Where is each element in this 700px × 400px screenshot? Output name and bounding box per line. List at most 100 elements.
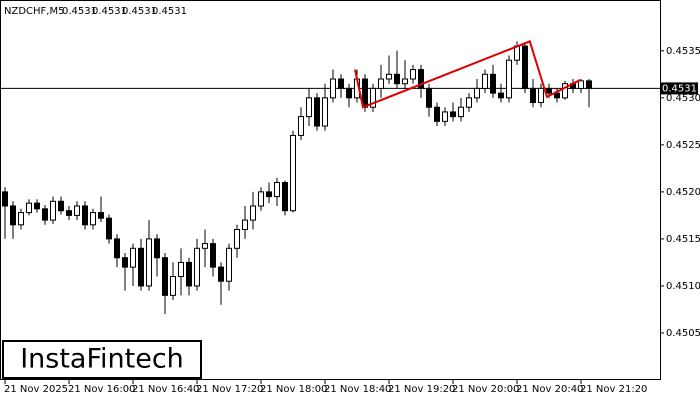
candle-body	[194, 247, 200, 287]
candle-body	[210, 243, 216, 268]
y-tick-label: 0.4510	[666, 281, 700, 292]
candle-body	[130, 247, 136, 268]
candle-body	[66, 210, 72, 216]
candle-body	[586, 80, 592, 89]
candle-body	[426, 87, 432, 108]
candle-body	[242, 219, 248, 231]
candle-body	[386, 73, 392, 80]
candle-body	[578, 80, 584, 89]
candle-body	[530, 87, 536, 104]
x-tick-label: 21 Nov 18:40	[324, 384, 391, 395]
candle-body	[450, 111, 456, 118]
candle-body	[42, 208, 48, 221]
candle-body	[122, 257, 128, 268]
candle-body	[554, 92, 560, 99]
x-tick-label: 21 Nov 16:40	[132, 384, 199, 395]
candle-body	[458, 106, 464, 118]
x-tick-label: 21 Nov 20:40	[516, 384, 583, 395]
candle-body	[482, 73, 488, 89]
x-tick-label: 21 Nov 18:00	[260, 384, 327, 395]
candle-body	[410, 69, 416, 80]
candle-body	[82, 205, 88, 226]
header-value: 0.4531	[152, 6, 187, 17]
candle-body	[274, 181, 280, 198]
candle-body	[58, 200, 64, 212]
candle-body	[2, 191, 8, 207]
candle-body	[202, 243, 208, 249]
candle-body	[306, 97, 312, 118]
candle-body	[346, 87, 352, 99]
header-value: 0.4531	[62, 6, 97, 17]
candle-body	[138, 247, 144, 287]
candle-body	[218, 266, 224, 282]
x-tick-label: 21 Nov 17:20	[196, 384, 263, 395]
header: NZDCHF,M5	[4, 6, 64, 17]
candle-body	[106, 217, 112, 240]
x-tick-label: 21 Nov 2025	[4, 384, 68, 395]
candle-body	[250, 205, 256, 221]
x-tick-label: 21 Nov 20:00	[452, 384, 519, 395]
y-tick-label: 0.4525	[666, 140, 700, 151]
y-tick-label: 0.4515	[666, 234, 700, 245]
candle-body	[330, 78, 336, 99]
candle-body	[186, 261, 192, 287]
candle-body	[314, 97, 320, 127]
candle-body	[290, 134, 296, 212]
candle-body	[90, 212, 96, 226]
candle-body	[258, 191, 264, 207]
candle-body	[170, 276, 176, 296]
y-tick-label: 0.4520	[666, 187, 700, 198]
candle-body	[442, 111, 448, 122]
candle-body	[322, 97, 328, 127]
y-tick-label: 0.4535	[666, 46, 700, 57]
y-tick-label: 0.4530	[666, 93, 700, 104]
candle-body	[34, 202, 40, 210]
candle-body	[178, 261, 184, 278]
candle-body	[538, 87, 544, 104]
candle-body	[162, 257, 168, 296]
candle-body	[234, 229, 240, 249]
candle-body	[98, 212, 104, 219]
candle-body	[10, 205, 16, 226]
candle-body	[418, 69, 424, 89]
candle-body	[562, 83, 568, 99]
candle-body	[514, 45, 520, 61]
candle-body	[466, 97, 472, 108]
plot-frame	[0, 0, 661, 380]
candle-body	[490, 73, 496, 94]
header-value: 0.4531	[122, 6, 157, 17]
price-tag	[660, 82, 698, 95]
candle-body	[114, 238, 120, 259]
x-tick-label: 21 Nov 19:20	[388, 384, 455, 395]
candle-body	[362, 78, 368, 108]
price-tag-label: 0.4531	[662, 83, 697, 94]
x-tick-label: 21 Nov 16:00	[68, 384, 135, 395]
candle-body	[26, 202, 32, 214]
candle-body	[506, 59, 512, 99]
candle-body	[18, 212, 24, 226]
header-value: 0.4531	[92, 6, 127, 17]
candle-body	[434, 106, 440, 122]
candle-body	[338, 78, 344, 89]
candle-body	[282, 181, 288, 212]
candle-body	[154, 238, 160, 259]
candle-body	[474, 87, 480, 99]
symbol: NZDCHF,M5	[4, 6, 64, 17]
logo-box	[2, 340, 202, 379]
candle-body	[378, 78, 384, 89]
candle-body	[298, 116, 304, 136]
candle-body	[402, 78, 408, 85]
candle-body	[370, 87, 376, 108]
candle-body	[266, 191, 272, 198]
candle-body	[546, 87, 552, 94]
candle-body	[74, 205, 80, 216]
y-tick-label: 0.4505	[666, 328, 700, 339]
candle-body	[146, 238, 152, 287]
pattern-line	[354, 40, 581, 109]
x-tick-label: 21 Nov 21:20	[580, 384, 647, 395]
candle-body	[394, 73, 400, 85]
candle-body	[498, 92, 504, 99]
candle-body	[226, 247, 232, 282]
candle-body	[50, 200, 56, 221]
